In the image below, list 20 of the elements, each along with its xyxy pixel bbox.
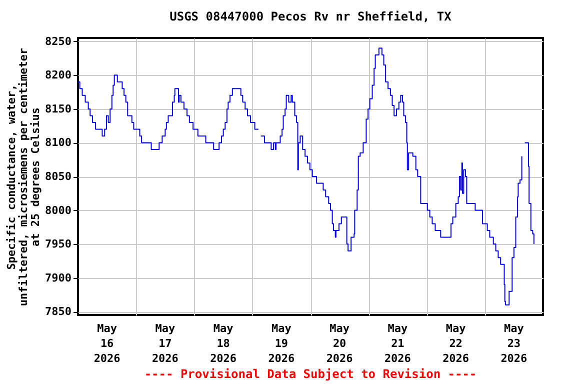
x-tick-label: May 17 2026	[152, 322, 179, 365]
y-tick-label: 7900	[45, 271, 72, 284]
y-tick-label: 7850	[45, 305, 72, 318]
x-tick-label: May 16 2026	[94, 322, 121, 365]
y-tick-label: 7950	[45, 238, 72, 251]
text: ---- Provisional Data Subject to Revision ----	[144, 367, 477, 381]
y-tick-label: 8250	[45, 34, 72, 48]
y-tick-label: 8150	[45, 102, 72, 116]
x-tick-label: May 18 2026	[210, 322, 237, 365]
y-tick-label: 8200	[45, 68, 72, 82]
x-tick-label: May 22 2026	[442, 322, 470, 365]
x-tick-label: May 23 2026	[500, 322, 528, 365]
x-tick-label: May 19 2026	[268, 322, 296, 365]
y-tick-label: 8050	[45, 170, 72, 183]
y-axis-title: Specific conductance, water, unfiltered, microsiemens per centimeter at 25 degrees Celsius	[5, 47, 42, 306]
x-tick-label: May 20 2026	[326, 322, 354, 365]
x-tick-label: May 21 2026	[384, 322, 412, 365]
y-tick-label: 8100	[45, 136, 72, 150]
y-tick-label: 8000	[45, 204, 72, 217]
chart-title: USGS 08447000 Pecos Rv nr Sheffield, TX	[170, 9, 452, 24]
